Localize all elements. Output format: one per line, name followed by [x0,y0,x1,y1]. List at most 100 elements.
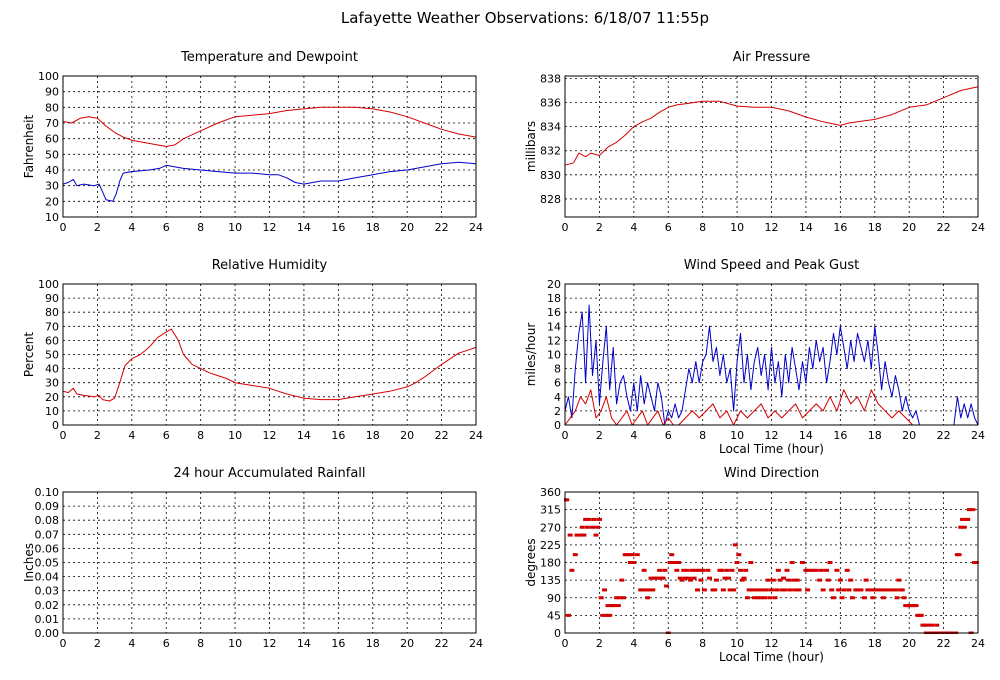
direction-point [626,553,632,557]
direction-point [848,578,854,582]
pressure-plot-frame [564,75,979,218]
x-tick-label: 0 [562,221,569,234]
direction-point [607,613,613,617]
direction-point [598,596,604,600]
y-tick-label: 0.08 [35,514,60,527]
x-tick-label: 0 [562,429,569,442]
y-tick-label: 834 [540,121,561,134]
direction-point [593,533,599,537]
y-tick-label: 100 [38,70,59,83]
direction-point [892,588,898,592]
direction-point [787,588,793,592]
x-tick-label: 24 [971,637,985,650]
x-tick-label: 12 [765,221,779,234]
wind-direction-plot-frame [564,491,979,634]
direction-point [627,561,633,564]
direction-point [970,508,976,512]
direction-point [865,588,871,592]
direction-point [889,588,895,592]
page-title: Lafayette Weather Observations: 6/18/07 … [341,9,709,27]
direction-point [631,561,637,564]
y-tick-label: 50 [45,349,59,362]
y-tick-label: 100 [38,278,59,291]
x-tick-label: 18 [366,637,380,650]
direction-point [925,623,931,627]
direction-point [803,568,809,572]
y-tick-label: 45 [547,609,561,622]
direction-point [836,588,842,592]
direction-point [567,533,573,537]
y-tick-label: 10 [45,211,59,224]
x-tick-label: 4 [630,429,637,442]
direction-point [700,568,706,572]
x-tick-label: 8 [197,429,204,442]
direction-point [648,576,654,580]
direction-point [739,578,745,582]
direction-point [825,578,831,582]
direction-point [657,568,663,572]
x-tick-label: 18 [366,221,380,234]
y-tick-label: 10 [45,405,59,418]
y-tick-label: 6 [554,377,561,390]
direction-point [813,568,819,572]
direction-point [896,578,902,582]
direction-point [707,576,713,580]
x-tick-label: 14 [799,429,813,442]
x-tick-label: 2 [596,637,603,650]
direction-point [791,578,797,582]
wind-direction-x-axis-title: Local Time (hour) [719,650,824,664]
direction-point [639,588,645,592]
direction-point [750,588,756,592]
direction-point [786,578,792,582]
direction-point [634,553,640,557]
direction-point [858,588,864,592]
x-tick-label: 20 [400,221,414,234]
x-tick-label: 4 [128,429,135,442]
direction-point [741,576,747,580]
direction-point [827,561,833,564]
y-tick-label: 60 [45,334,59,347]
direction-point [762,596,768,600]
y-tick-label: 30 [45,180,59,193]
direction-point [574,533,580,537]
direction-point [958,525,964,529]
y-tick-label: 60 [45,133,59,146]
y-tick-label: 0.06 [35,542,60,555]
direction-point [966,508,972,512]
x-tick-label: 14 [799,637,813,650]
direction-point [643,588,649,592]
direction-point [731,588,737,592]
direction-point [899,588,905,592]
x-tick-label: 20 [400,429,414,442]
direction-point [774,588,780,592]
direction-point [615,604,621,608]
x-tick-label: 22 [435,637,449,650]
y-tick-label: 836 [540,97,561,110]
direction-point [830,596,836,600]
direction-point [922,623,928,627]
x-tick-label: 10 [730,429,744,442]
direction-point [770,578,776,582]
direction-point [751,596,757,600]
y-tick-label: 16 [547,306,561,319]
rainfall-title: 24 hour Accumulated Rainfall [173,466,365,481]
y-tick-label: 40 [45,164,59,177]
direction-point [753,588,759,592]
y-tick-label: 80 [45,306,59,319]
y-tick-label: 838 [540,72,561,85]
direction-point [720,588,726,592]
x-tick-label: 8 [197,637,204,650]
y-tick-label: 0.04 [35,571,60,584]
y-tick-label: 20 [45,195,59,208]
direction-point [612,604,618,608]
direction-point [738,568,744,572]
y-tick-label: 0.00 [35,627,60,640]
direction-point [886,588,892,592]
direction-point [763,588,769,592]
y-tick-label: 12 [547,334,561,347]
direction-point [679,578,685,582]
direction-point [810,568,816,572]
